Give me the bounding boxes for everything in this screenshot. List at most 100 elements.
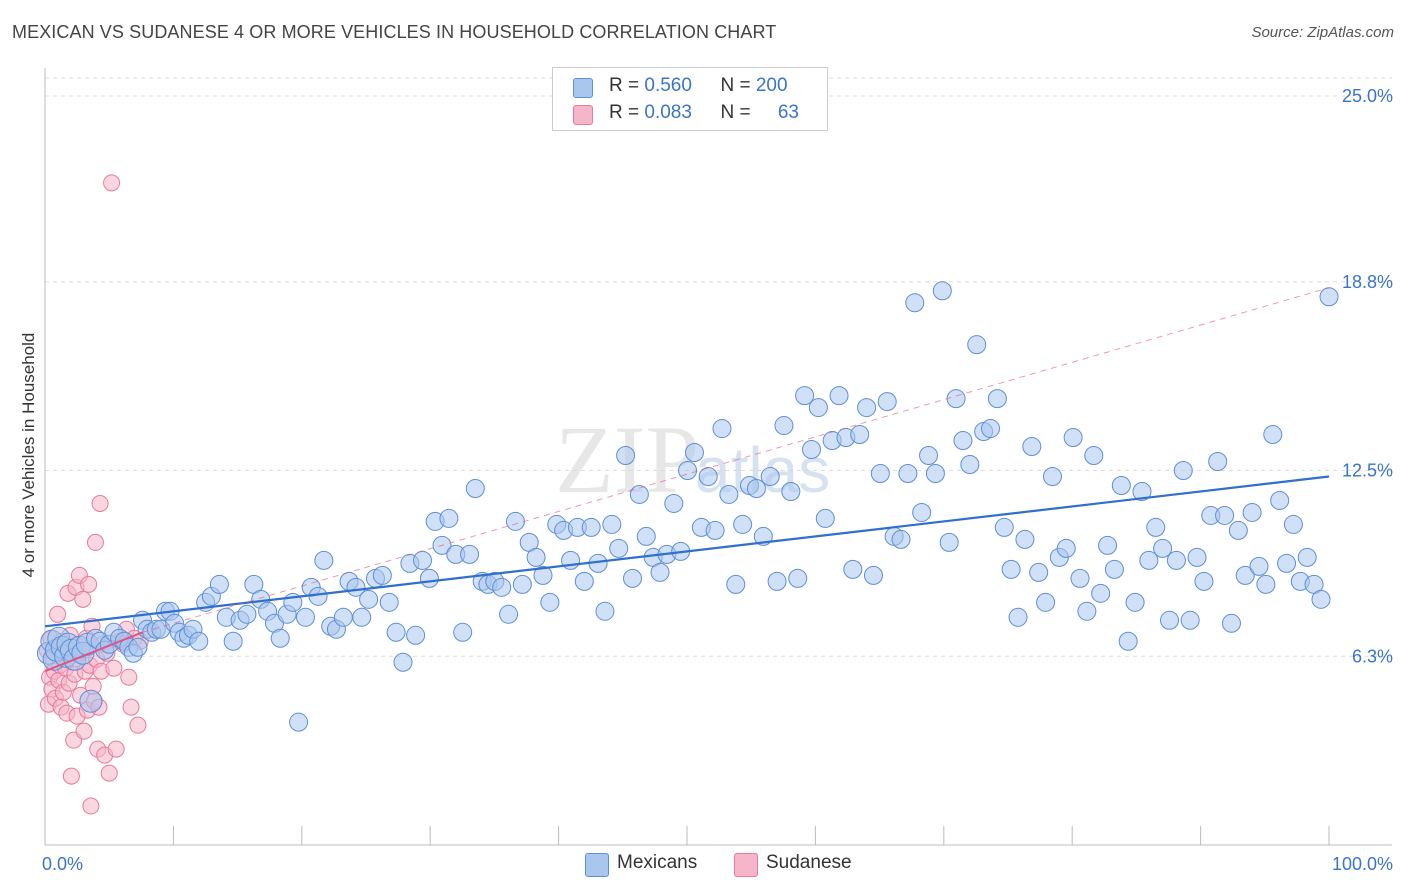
mexicans-point xyxy=(877,392,897,412)
mexicans-point xyxy=(1256,574,1276,594)
mexicans-point xyxy=(379,592,399,612)
mexicans-point xyxy=(439,508,459,528)
legend-r-label: R = xyxy=(609,75,645,96)
sudanese-point xyxy=(103,174,121,192)
mexicans-point xyxy=(1084,446,1104,466)
legend-n-value-mexicans: 200 xyxy=(755,75,788,96)
mexicans-point xyxy=(1270,490,1290,510)
mexicans-point xyxy=(499,604,519,624)
mexicans-point xyxy=(372,565,392,585)
mexicans-point xyxy=(223,631,243,651)
mexicans-point xyxy=(505,511,525,531)
bottom-legend-label-mexicans: Mexicans xyxy=(617,852,698,873)
mexicans-point xyxy=(1166,550,1186,570)
mexicans-point xyxy=(1022,437,1042,457)
mexicans-point xyxy=(650,562,670,582)
mexicans-point xyxy=(419,568,439,588)
x-tick-label: 100.0% xyxy=(1332,854,1393,874)
mexicans-point xyxy=(1221,613,1241,633)
mexicans-point xyxy=(726,574,746,594)
mexicans-points xyxy=(36,281,1339,732)
mexicans-point xyxy=(512,574,532,594)
legend-n-value-sudanese: 63 xyxy=(777,102,799,123)
mexicans-point xyxy=(919,446,939,466)
mexicans-trend-line xyxy=(44,475,1330,628)
mexicans-point xyxy=(850,425,870,445)
mexicans-point xyxy=(981,419,1001,439)
mexicans-point xyxy=(925,463,945,483)
mexicans-point xyxy=(460,544,480,564)
mexicans-point xyxy=(1015,529,1035,549)
mexicans-point xyxy=(1215,505,1235,525)
sudanese-point xyxy=(62,767,80,785)
mexicans-point xyxy=(79,689,103,713)
mexicans-point xyxy=(905,293,925,313)
mexicans-point xyxy=(465,478,485,498)
mexicans-point xyxy=(1173,461,1193,480)
mexicans-point xyxy=(1277,553,1297,573)
mexicans-point xyxy=(1118,631,1138,651)
y-tick-label: 12.5% xyxy=(1342,461,1393,481)
mexicans-point xyxy=(359,589,379,609)
mexicans-point xyxy=(1008,607,1028,627)
mexicans-point xyxy=(1091,583,1111,603)
mexicans-point xyxy=(1249,556,1269,576)
sudanese-point xyxy=(129,716,147,734)
bottom-swatch-mexicans xyxy=(585,853,609,877)
mexicans-point xyxy=(622,568,642,588)
mexicans-point xyxy=(209,574,229,594)
y-axis-label: 4 or more Vehicles in Household xyxy=(19,332,38,578)
mexicans-point xyxy=(393,652,413,672)
sudanese-point xyxy=(91,494,109,512)
mexicans-point xyxy=(1208,452,1228,472)
mexicans-point xyxy=(1263,425,1283,445)
mexicans-point xyxy=(967,335,987,355)
mexicans-point xyxy=(870,463,890,483)
mexicans-point xyxy=(533,565,553,585)
mexicans-point xyxy=(705,520,725,540)
mexicans-point xyxy=(453,622,473,642)
mexicans-point xyxy=(1153,538,1173,558)
mexicans-point xyxy=(629,484,649,504)
mexicans-point xyxy=(678,461,698,480)
legend-r-value-sudanese: 0.083 xyxy=(644,102,692,123)
mexicans-point xyxy=(1139,550,1159,570)
legend-swatch-mexicans xyxy=(573,78,593,98)
mexicans-point xyxy=(1228,520,1248,540)
mexicans-point xyxy=(1125,592,1145,612)
legend-n-label: N = xyxy=(720,75,756,96)
mexicans-point xyxy=(270,628,290,648)
mexicans-point xyxy=(719,484,739,504)
mexicans-point xyxy=(406,625,426,645)
sudanese-point xyxy=(100,764,118,782)
sudanese-point xyxy=(80,575,98,593)
mexicans-point xyxy=(891,529,911,549)
mexicans-point xyxy=(346,577,366,597)
bottom-legend-label-sudanese: Sudanese xyxy=(766,852,852,873)
mexicans-point xyxy=(574,571,594,591)
mexicans-point xyxy=(1036,592,1056,612)
mexicans-point xyxy=(960,455,980,475)
mexicans-point xyxy=(987,389,1007,409)
mexicans-point xyxy=(788,568,808,588)
legend-swatch-sudanese xyxy=(573,105,593,125)
y-tick-label: 6.3% xyxy=(1352,646,1393,666)
mexicans-point xyxy=(767,571,787,591)
mexicans-point xyxy=(333,607,353,627)
mexicans-point xyxy=(843,559,863,579)
mexicans-point xyxy=(1319,287,1339,307)
mexicans-point xyxy=(1111,475,1131,495)
mexicans-point xyxy=(684,443,704,463)
mexicans-point xyxy=(1180,610,1200,630)
mexicans-point xyxy=(1283,514,1303,534)
sudanese-point xyxy=(105,659,123,677)
mexicans-point xyxy=(801,440,821,460)
mexicans-point xyxy=(413,550,433,570)
mexicans-point xyxy=(609,538,629,558)
mexicans-point xyxy=(1077,601,1097,621)
x-tick-label: 0.0% xyxy=(42,854,83,874)
mexicans-point xyxy=(953,431,973,451)
chart-title: MEXICAN VS SUDANESE 4 OR MORE VEHICLES I… xyxy=(12,22,777,42)
mexicans-point xyxy=(189,631,209,651)
